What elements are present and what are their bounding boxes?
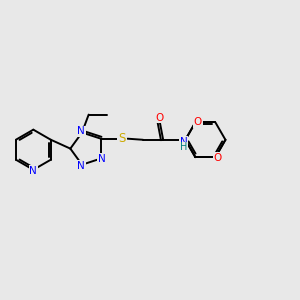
Text: N: N xyxy=(180,137,188,147)
Text: N: N xyxy=(77,161,85,171)
Text: N: N xyxy=(98,154,106,164)
Text: O: O xyxy=(194,117,202,127)
Text: N: N xyxy=(29,166,37,176)
Text: S: S xyxy=(118,132,126,145)
Text: H: H xyxy=(180,142,188,152)
Text: O: O xyxy=(214,153,222,163)
Text: O: O xyxy=(155,112,164,122)
Text: N: N xyxy=(77,126,85,136)
